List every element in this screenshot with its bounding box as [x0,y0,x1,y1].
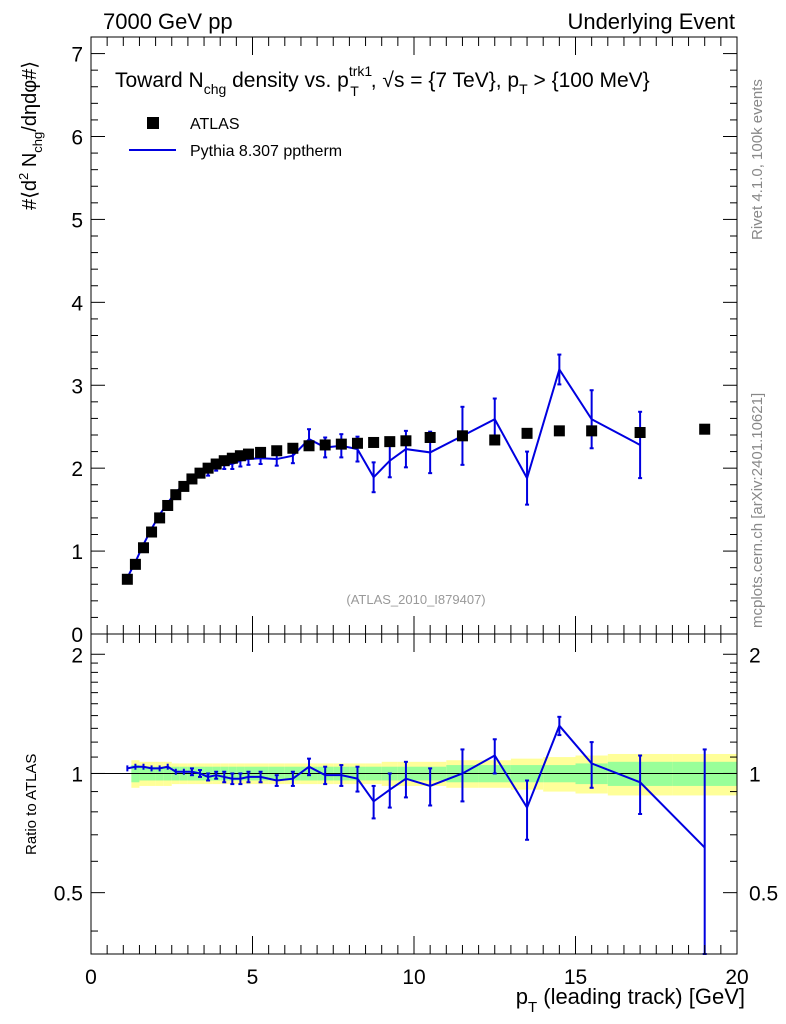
atlas-point [178,480,190,492]
main-x-ticks [90,37,738,634]
x-tick-label: 10 [402,966,425,989]
atlas-point [368,436,380,448]
atlas-point [194,467,206,479]
atlas-point [226,452,238,464]
main-y-axis: 0 1 2 3 4 5 6 7 [71,36,737,647]
title-part-b: density vs. p [226,69,349,92]
atlas-point [255,446,267,458]
y-tick-label: 1 [71,541,83,564]
legend-pythia-label: Pythia 8.307 pptherm [190,143,342,160]
energy-label: 7000 GeV pp [103,9,233,34]
atlas-point [202,462,214,474]
title-sub-t1: T [350,83,359,99]
atlas-point [170,489,182,501]
title-sub-t2: T [519,81,528,97]
atlas-point [210,458,222,470]
ratio-y-label: Ratio to ATLAS [23,754,40,855]
main-panel: 0 1 2 3 4 5 6 7 (ATLAS_2010_I879407) Toward Nch… [16,36,738,647]
atlas-point [553,425,565,437]
mcplots-label: mcplots.cern.ch [arXiv:2401.10621] [749,393,766,628]
atlas-point [303,440,315,452]
atlas-point [489,434,501,446]
ratio-pythia-line [127,723,706,849]
atlas-point [521,427,533,439]
atlas-point [335,438,347,450]
ratio-pythia-series [126,715,707,955]
atlas-point [121,573,133,585]
ratio-y-tick-label-right: 2 [749,644,761,667]
ratio-x-axis: 0 5 10 15 20 [85,634,749,989]
atlas-point [456,430,468,442]
x-axis-label: pT (leading track) [GeV] [516,984,745,1016]
atlas-series [121,423,711,585]
y-tick-label: 2 [71,458,83,481]
chart-title: Toward Nchg density vs. ptrk1 T, √s = {7 … [115,63,650,99]
atlas-point [186,473,198,485]
atlas-point [634,427,646,439]
ratio-y-axis: 0.5 0.5 1 1 2 2 [54,644,778,932]
legend-atlas-label: ATLAS [190,116,240,133]
main-y-label: #⟨d2 Nchg/dηdφ#⟩ [16,61,45,210]
title-part-d: > {100 MeV} [528,69,650,92]
atlas-point [699,423,711,435]
ratio-y-tick-label: 2 [71,644,83,667]
atlas-point [424,431,436,443]
atlas-point [271,445,283,457]
atlas-point [319,439,331,451]
legend-atlas-marker [147,117,159,129]
atlas-point [242,448,254,460]
title-sub-chg: chg [204,81,227,97]
title-sup-trk1: trk1 [349,63,373,79]
legend: ATLAS Pythia 8.307 pptherm [129,116,342,160]
y-tick-label: 7 [71,44,83,67]
ratio-panel: 0.5 0.5 1 1 2 2 0 5 10 15 20 Ratio to ATLAS pT (l… [23,633,778,1016]
title-part-a: Toward N [115,69,204,92]
x-tick-label: 15 [564,966,587,989]
rivet-label: Rivet 4.1.0, 100k events [749,79,766,240]
ratio-y-tick-label: 0.5 [54,883,83,906]
atlas-point [146,526,158,538]
atlas-point [400,435,412,447]
ratio-y-tick-label-right: 0.5 [749,883,778,906]
atlas-point [129,558,141,570]
main-frame [90,36,738,635]
atlas-point [218,455,230,467]
ratio-y-tick-label-right: 1 [749,763,761,786]
atlas-point [154,512,166,524]
x-tick-label: 20 [725,966,748,989]
x-tick-label: 0 [85,966,97,989]
y-tick-label: 3 [71,375,83,398]
atlas-point [287,442,299,454]
x-tick-label: 5 [247,966,259,989]
analysis-id-watermark: (ATLAS_2010_I879407) [346,592,485,607]
atlas-point [137,542,149,554]
y-tick-label: 6 [71,127,83,150]
title-part-c: , √s = {7 TeV}, p [371,69,519,92]
atlas-point [384,436,396,448]
atlas-point [586,425,598,437]
atlas-point [351,437,363,449]
y-tick-label: 5 [71,209,83,232]
atlas-point [162,499,174,511]
y-tick-label: 0 [71,624,83,647]
analysis-label: Underlying Event [567,9,735,34]
ratio-y-tick-label: 1 [71,763,83,786]
atlas-point [234,450,246,462]
y-tick-label: 4 [71,292,83,315]
